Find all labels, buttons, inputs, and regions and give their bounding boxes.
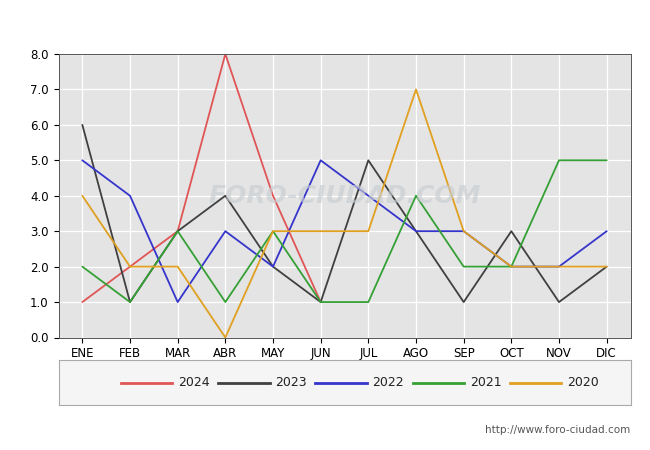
Text: FORO-CIUDAD.COM: FORO-CIUDAD.COM — [208, 184, 481, 208]
Text: 2022: 2022 — [372, 376, 404, 389]
Text: Matriculaciones de Vehiculos en Baños de la Encina: Matriculaciones de Vehiculos en Baños de… — [117, 13, 533, 28]
Text: http://www.foro-ciudad.com: http://www.foro-ciudad.com — [486, 425, 630, 435]
Text: 2023: 2023 — [276, 376, 307, 389]
Text: 2024: 2024 — [178, 376, 210, 389]
Text: 2020: 2020 — [567, 376, 599, 389]
Text: 2021: 2021 — [470, 376, 501, 389]
